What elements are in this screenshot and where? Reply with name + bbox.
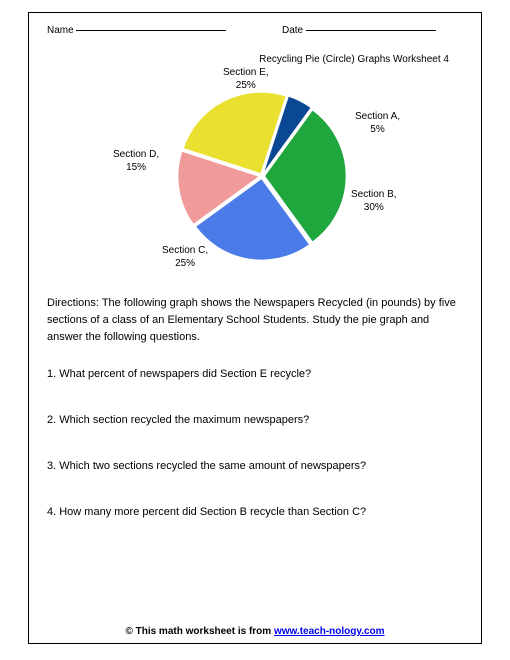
date-blank-line[interactable] <box>306 30 436 31</box>
date-label: Date <box>282 25 303 36</box>
question-3: 3. Which two sections recycled the same … <box>47 460 463 472</box>
footer-link[interactable]: www.teach-nology.com <box>274 626 385 637</box>
date-field: Date <box>282 25 463 36</box>
header-row: Name Date <box>47 25 463 36</box>
directions-text: Directions: The following graph shows th… <box>47 295 463 346</box>
pie-chart <box>177 91 347 261</box>
pie-slice-label: Section E,25% <box>223 67 269 92</box>
question-1: 1. What percent of newspapers did Sectio… <box>47 368 463 380</box>
pie-chart-area: Section A,5% Section B,30% Section C,25% Se… <box>47 69 463 287</box>
worksheet-title: Recycling Pie (Circle) Graphs Worksheet … <box>47 54 449 65</box>
pie-slice-label: Section B,30% <box>351 189 397 214</box>
question-2: 2. Which section recycled the maximum ne… <box>47 414 463 426</box>
name-field: Name <box>47 25 282 36</box>
pie-slice-label: Section D,15% <box>113 149 159 174</box>
question-4: 4. How many more percent did Section B r… <box>47 506 463 518</box>
name-label: Name <box>47 25 74 36</box>
pie-slice-label: Section A,5% <box>355 111 400 136</box>
worksheet-page: Name Date Recycling Pie (Circle) Graphs … <box>28 12 482 644</box>
name-blank-line[interactable] <box>76 30 226 31</box>
questions-list: 1. What percent of newspapers did Sectio… <box>47 368 463 518</box>
pie-slice-label: Section C,25% <box>162 245 208 270</box>
footer-prefix: © This math worksheet is from <box>125 626 274 637</box>
footer: © This math worksheet is from www.teach-… <box>29 626 481 637</box>
